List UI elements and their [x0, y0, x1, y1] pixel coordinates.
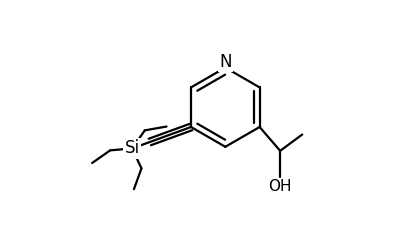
Text: Si: Si: [125, 139, 140, 158]
Text: N: N: [219, 53, 231, 71]
Text: OH: OH: [268, 179, 292, 194]
